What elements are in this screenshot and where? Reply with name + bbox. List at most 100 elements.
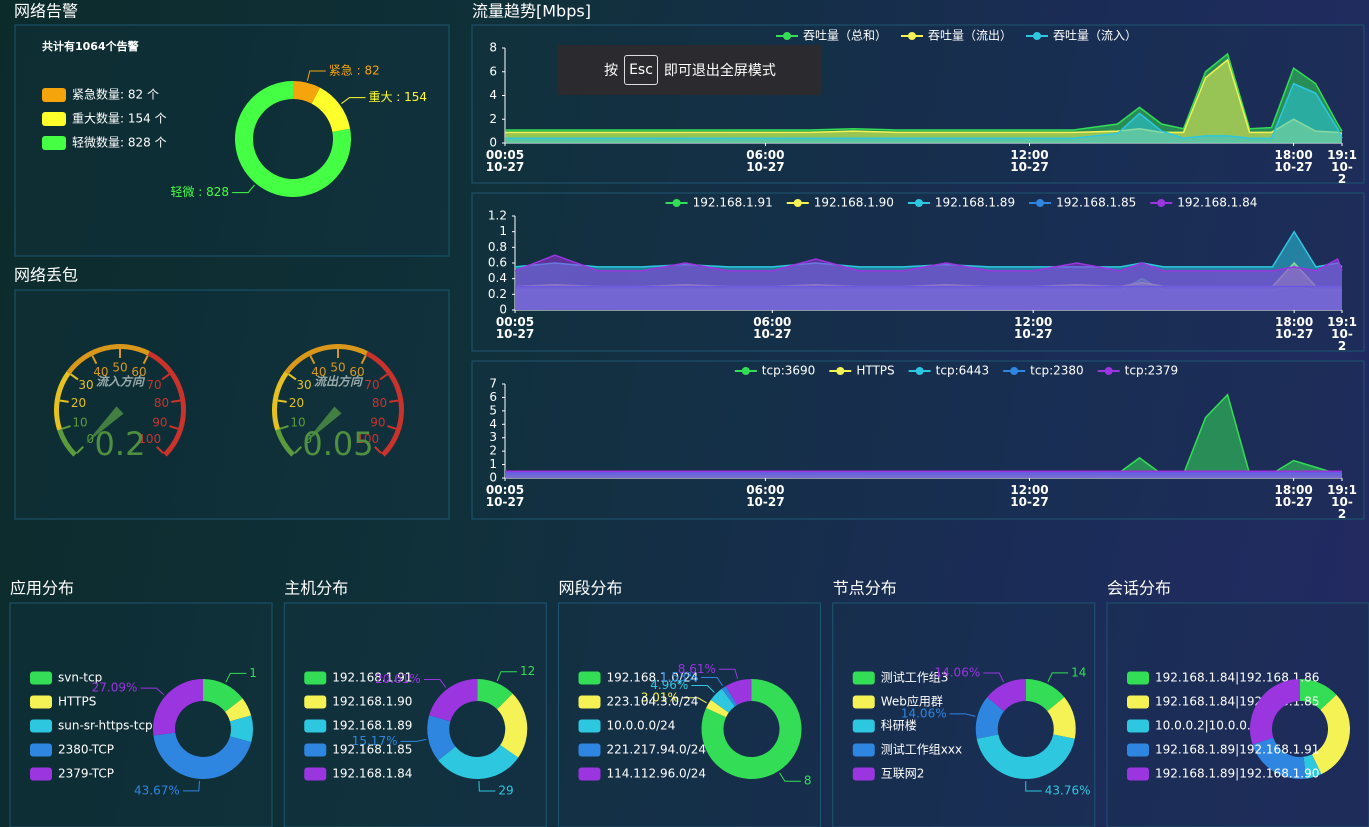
label-line: [949, 713, 976, 717]
legend-label: 192.168.1.89|192.168.1.91: [1155, 743, 1319, 757]
panel-title: 会话分布: [1107, 579, 1171, 598]
panel-title: 主机分布: [284, 579, 348, 598]
legend-swatch: [1127, 671, 1149, 685]
label-line: [691, 684, 715, 693]
gauge-tick: [70, 373, 79, 381]
donut-slice: [477, 679, 513, 710]
slice-label: 1.53%: [660, 670, 698, 684]
legend-swatch: [304, 767, 327, 781]
legend-label: sun-sr-https-tcp: [58, 719, 153, 733]
legend-swatch: [30, 767, 52, 781]
donut-slice: [203, 679, 243, 712]
label-line: [400, 738, 427, 742]
x-tick-label: 19:1 10-2: [1327, 315, 1357, 353]
x-tick-label: 12:00 10-27: [1010, 148, 1049, 174]
slice-label: 43.67%: [134, 783, 180, 797]
gauge-band: [57, 428, 77, 457]
gauge-tick: [277, 399, 287, 403]
label-line: [478, 780, 496, 792]
gauge-tick-label: 10: [72, 415, 87, 429]
x-tick-label: 00:05 10-27: [495, 315, 535, 341]
fullscreen-notice: 按 Esc 即可退出全屏模式: [558, 45, 822, 95]
label-line: [423, 679, 447, 688]
gauge-label: 流出方向: [314, 375, 364, 389]
gauge-tick: [169, 425, 179, 430]
legend-item: 192.168.1.91: [665, 196, 773, 210]
x-tick-label: 00:05 10-27: [485, 148, 525, 174]
gauge-tick: [389, 399, 399, 403]
series-line: [505, 52, 1343, 132]
legend-item: 192.168.1.84: [1150, 196, 1257, 210]
donut-slice: [229, 715, 253, 743]
legend-item: tcp:6443: [908, 364, 989, 378]
y-tick-label: 4: [489, 88, 497, 102]
y-tick-label: 4: [489, 417, 497, 431]
legend-swatch: [304, 695, 327, 709]
gauge-band: [275, 428, 295, 457]
gauge-tick-label: 30: [296, 378, 311, 392]
label-line: [232, 184, 255, 194]
subtitle: 共计有1064个告警: [42, 39, 139, 53]
legend-swatch: [1127, 695, 1149, 709]
legend-label: 紧急数量: 82 个: [72, 87, 159, 102]
legend-label: 192.168.1.90: [814, 196, 894, 210]
gauge-tick: [59, 399, 69, 403]
legend-item: 吞吐量（总和）: [775, 29, 887, 43]
legend-swatch: [578, 671, 601, 685]
panel-title: 网络告警: [14, 2, 78, 21]
y-tick-label: 7: [489, 377, 497, 391]
x-tick-label: 18:00 10-27: [1274, 148, 1313, 174]
gauge-band: [272, 371, 289, 431]
gauge-tick-label: 80: [372, 396, 387, 410]
donut-slice: [1303, 754, 1322, 779]
gauge-tick-label: 90: [370, 415, 385, 429]
gauge-tick-label: 20: [71, 396, 86, 410]
area-fill: [515, 255, 1342, 310]
legend-label: 科研楼: [881, 718, 917, 733]
legend-swatch: [30, 719, 52, 733]
donut-slice: [153, 732, 252, 779]
slice-label: 重大 : 154: [368, 90, 427, 104]
legend-dot: [1033, 32, 1042, 40]
y-tick-label: 1.2: [488, 209, 507, 223]
legend-item: HTTPS: [829, 364, 895, 378]
donut-slice: [706, 699, 729, 718]
y-tick-label: 0.4: [488, 271, 507, 285]
legend-label: 吞吐量（流出）: [928, 29, 1012, 43]
legend-label: HTTPS: [856, 364, 894, 378]
legend-swatch: [852, 743, 875, 757]
gauge-tick-label: 90: [152, 415, 167, 429]
legend-item: 192.168.1.90: [786, 196, 894, 210]
gauge-tick: [294, 446, 302, 454]
gauge-tick-label: 30: [78, 378, 93, 392]
legend-swatch: [30, 671, 52, 685]
gauge-band: [147, 351, 186, 457]
gauge-tick-label: 50: [330, 361, 345, 375]
x-tick-label: 06:00 10-27: [753, 315, 792, 341]
donut-slice: [976, 734, 1075, 779]
y-tick-label: 0.8: [488, 240, 507, 254]
gauge-tick: [279, 425, 289, 430]
gauge-tick: [142, 355, 149, 365]
legend-label: tcp:3690: [762, 364, 816, 378]
legend-swatch: [30, 695, 52, 709]
x-tick-label: 18:00 10-27: [1274, 483, 1313, 509]
legend-item: 192.168.1.85: [1029, 196, 1136, 210]
panel-title: 网段分布: [559, 579, 623, 598]
legend-label: 114.112.96.0/24: [607, 767, 706, 781]
x-tick-label: 18:00 10-27: [1274, 315, 1314, 341]
legend-swatch: [852, 719, 875, 733]
x-tick-label: 06:00 10-27: [746, 148, 785, 174]
gauge-tick-label: 50: [112, 361, 127, 375]
gauge-tick: [171, 399, 181, 403]
legend-dot: [741, 367, 750, 375]
gauge-tick: [374, 446, 382, 454]
legend-label: 223.104.3.0/24: [607, 695, 699, 709]
gauge-tick-label: 20: [289, 396, 304, 410]
legend-dot: [907, 32, 916, 40]
x-tick-label: 00:05 10-27: [485, 483, 525, 509]
slice-label: 14.06%: [901, 706, 947, 720]
y-tick-label: 0: [489, 471, 497, 485]
